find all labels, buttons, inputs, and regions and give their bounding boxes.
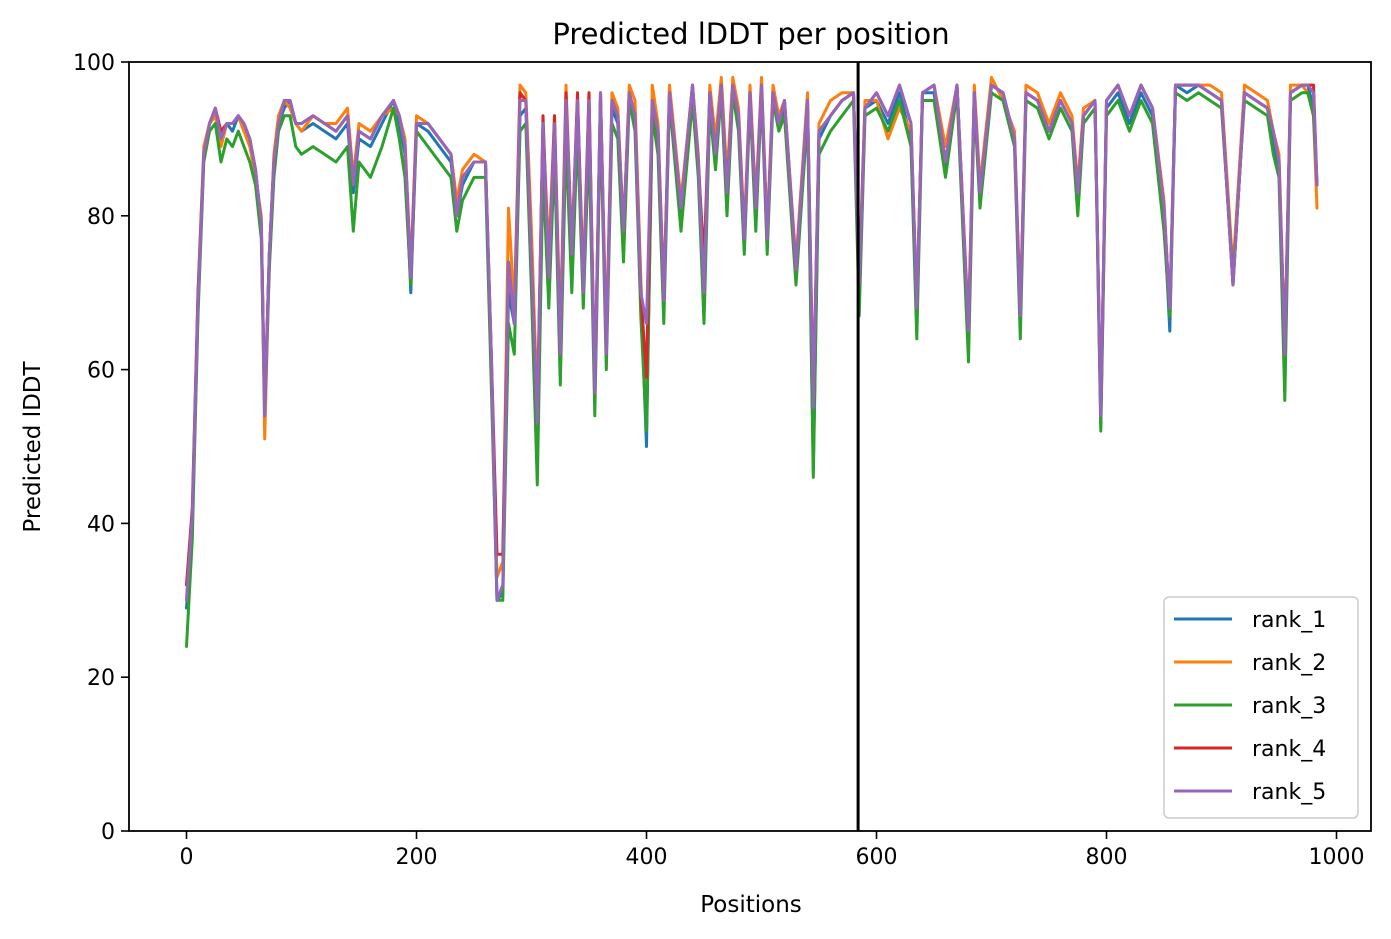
x-axis-label: Positions — [700, 892, 802, 918]
y-axis-label: Predicted lDDT — [20, 360, 46, 532]
chart-title: Predicted lDDT per position — [552, 17, 949, 51]
x-tick-label: 800 — [1086, 845, 1128, 870]
y-tick-label: 40 — [87, 512, 115, 537]
legend-label: rank_1 — [1252, 608, 1326, 633]
series-line-rank_5 — [185, 83, 1319, 602]
legend: rank_1 rank_2 rank_3 rank_4 rank_5 — [1163, 596, 1359, 819]
x-tick-label: 200 — [396, 845, 438, 870]
axes-layer: 0 200 400 600 800 1000 0 20 40 60 80 100 — [73, 51, 1372, 870]
y-tick-label: 80 — [87, 205, 115, 230]
plot-frame — [128, 61, 1372, 832]
series-layer — [185, 75, 1319, 648]
y-tick-label: 20 — [87, 666, 115, 691]
x-tick-label: 600 — [856, 845, 898, 870]
legend-label: rank_3 — [1252, 694, 1326, 719]
x-tick-label: 0 — [180, 845, 194, 870]
y-tick-label: 100 — [73, 51, 115, 76]
x-tick-label: 1000 — [1309, 845, 1365, 870]
legend-label: rank_5 — [1252, 780, 1326, 805]
legend-label: rank_2 — [1252, 651, 1326, 676]
legend-label: rank_4 — [1252, 737, 1326, 762]
y-tick-label: 60 — [87, 359, 115, 384]
x-tick-label: 400 — [626, 845, 668, 870]
legend-box — [1163, 596, 1359, 819]
y-tick-label: 0 — [101, 820, 115, 845]
